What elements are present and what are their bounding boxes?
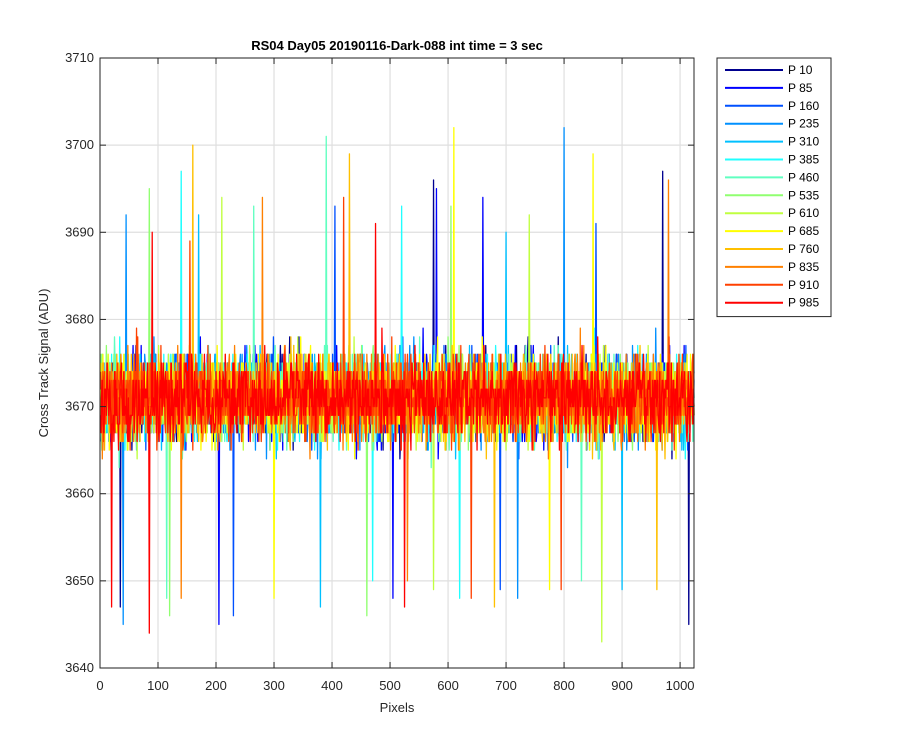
y-tick-label: 3680	[65, 311, 94, 326]
y-tick-label: 3670	[65, 399, 94, 414]
x-axis: 0 100 200 300 400 500 600 700 800 900 1000	[96, 58, 695, 693]
legend-label: P 760	[788, 242, 819, 256]
legend-label: P 235	[788, 117, 819, 131]
legend-label: P 835	[788, 260, 819, 274]
y-axis-label: Cross Track Signal (ADU)	[36, 289, 51, 438]
y-tick-label: 3690	[65, 224, 94, 239]
y-tick-label: 3710	[65, 50, 94, 65]
legend-label: P 910	[788, 278, 819, 292]
x-tick-label: 600	[437, 678, 459, 693]
x-tick-label: 1000	[666, 678, 695, 693]
legend-box	[716, 57, 832, 318]
x-tick-label: 900	[611, 678, 633, 693]
x-tick-label: 500	[379, 678, 401, 693]
series-lines	[99, 127, 695, 643]
legend-label: P 985	[788, 296, 819, 310]
y-axis: 3640 3650 3660 3670 3680 3690 3700 3710	[65, 50, 694, 675]
series-line-p-985	[99, 222, 695, 634]
chart-title: RS04 Day05 20190116-Dark-088 int time = …	[251, 38, 543, 53]
legend-label: P 10	[788, 63, 813, 77]
x-axis-label: Pixels	[380, 700, 415, 715]
x-tick-label: 400	[321, 678, 343, 693]
legend-label: P 535	[788, 188, 819, 202]
legend-label: P 160	[788, 99, 819, 113]
legend-label: P 310	[788, 135, 819, 149]
y-tick-label: 3650	[65, 573, 94, 588]
legend-label: P 385	[788, 153, 819, 167]
x-tick-label: 200	[205, 678, 227, 693]
y-tick-label: 3640	[65, 660, 94, 675]
plot-frame	[99, 57, 695, 669]
x-tick-label: 800	[553, 678, 575, 693]
x-tick-label: 100	[147, 678, 169, 693]
legend-label: P 460	[788, 170, 819, 184]
legend-label: P 610	[788, 206, 819, 220]
y-tick-label: 3700	[65, 137, 94, 152]
x-tick-label: 300	[263, 678, 285, 693]
y-tick-label: 3660	[65, 486, 94, 501]
x-tick-label: 700	[495, 678, 517, 693]
legend: P 10 P 85 P 160 P 235 P 310 P 385 P 460 P 535 P …	[716, 57, 832, 318]
legend-label: P 685	[788, 224, 819, 238]
x-tick-label: 0	[96, 678, 103, 693]
legend-label: P 85	[788, 81, 813, 95]
